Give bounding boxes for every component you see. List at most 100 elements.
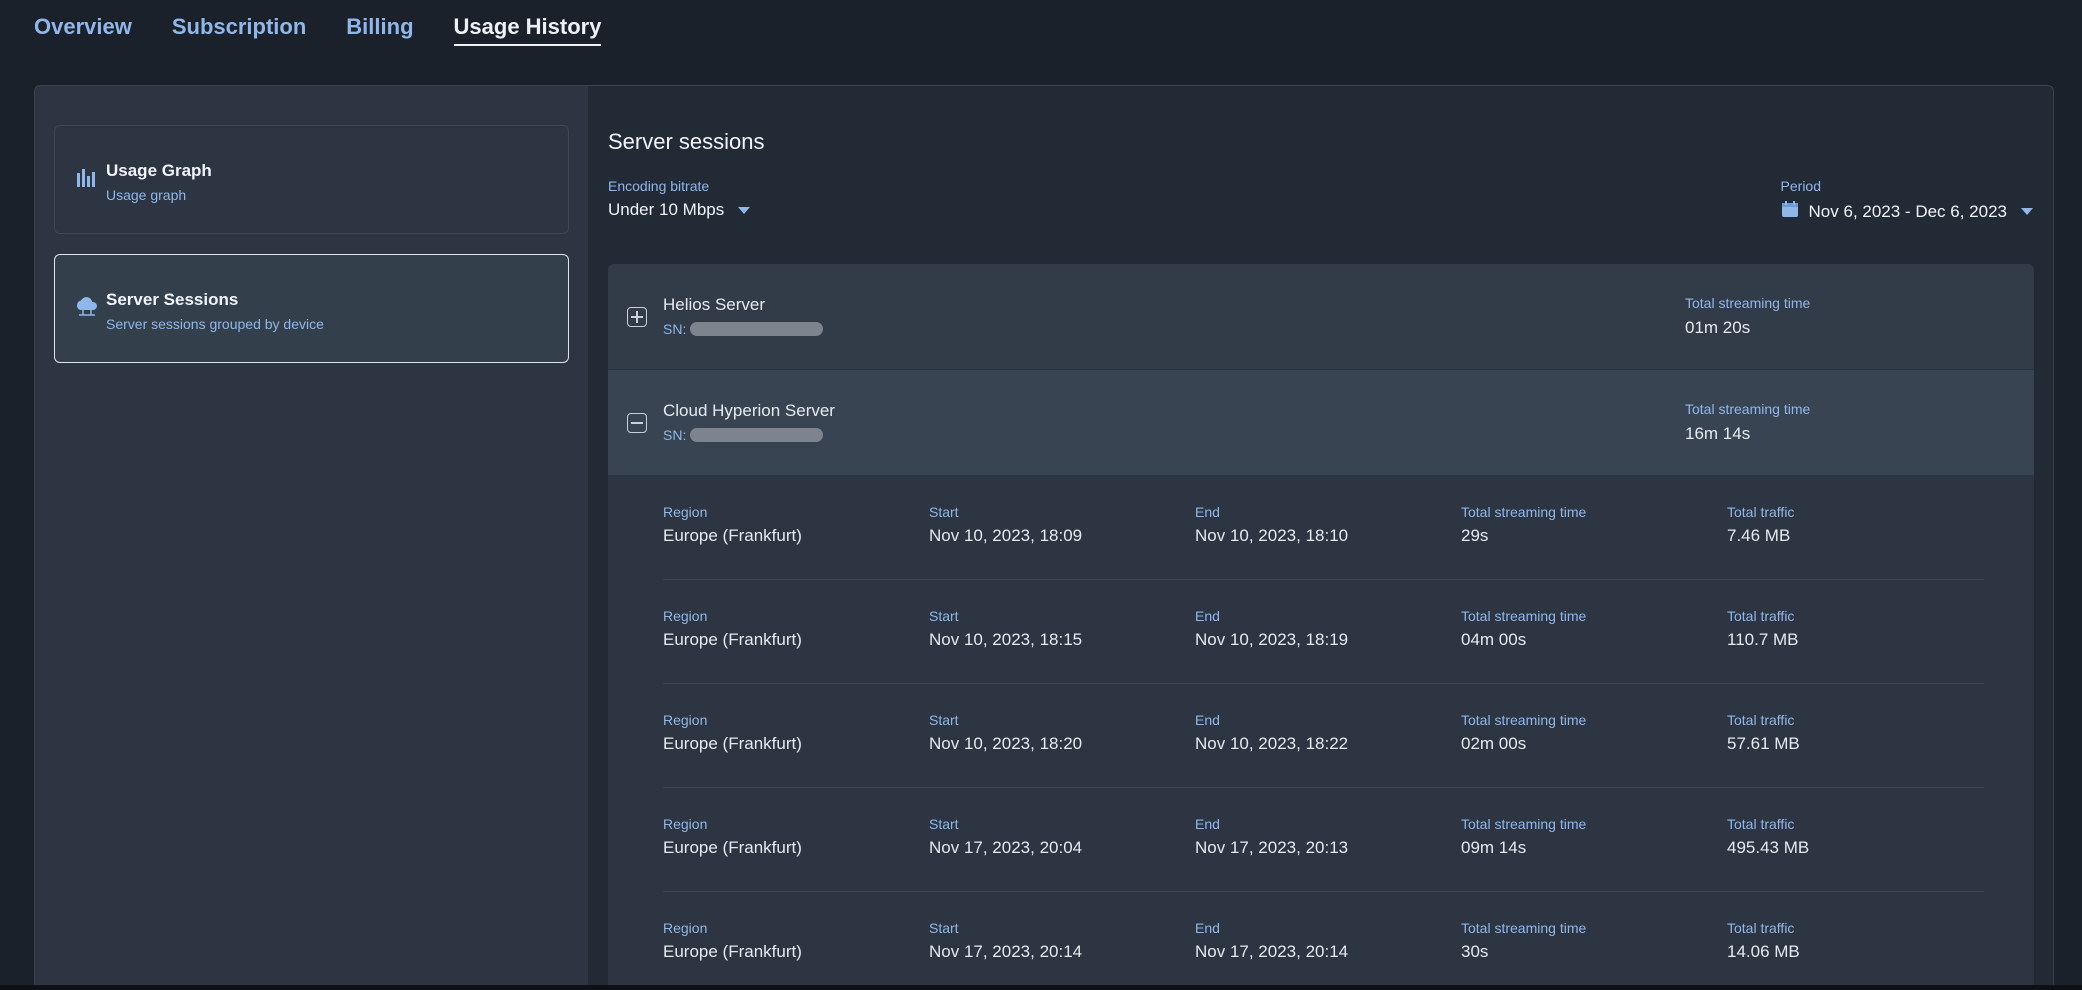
session-region-value: Europe (Frankfurt) — [663, 734, 802, 753]
session-start-value: Nov 10, 2023, 18:09 — [929, 526, 1083, 545]
device-name: Cloud Hyperion Server — [663, 401, 835, 420]
tab-bar: Overview Subscription Billing Usage Hist… — [34, 14, 602, 54]
session-region-label: Region — [663, 504, 708, 520]
session-start-cell: Start Nov 17, 2023, 20:04 — [929, 816, 1082, 858]
session-start-value: Nov 10, 2023, 18:15 — [929, 630, 1083, 649]
sidebar-item-title: Server Sessions — [106, 290, 239, 309]
session-region-cell: Region Europe (Frankfurt) — [663, 504, 802, 546]
session-region-label: Region — [663, 816, 708, 832]
session-time-label: Total streaming time — [1461, 608, 1587, 624]
session-time-value: 04m 00s — [1461, 630, 1527, 649]
session-region-cell: Region Europe (Frankfurt) — [663, 712, 802, 754]
session-end-value: Nov 10, 2023, 18:19 — [1195, 630, 1349, 649]
session-traffic-cell: Total traffic 7.46 MB — [1727, 504, 1794, 546]
session-end-label: End — [1195, 608, 1220, 624]
session-start-label: Start — [929, 504, 959, 520]
calendar-icon — [1781, 200, 1799, 223]
session-start-label: Start — [929, 920, 959, 936]
tab-subscription[interactable]: Subscription — [171, 14, 307, 39]
session-traffic-cell: Total traffic 110.7 MB — [1727, 608, 1799, 650]
sidebar-item-subtitle: Usage graph — [106, 187, 187, 203]
session-time-cell: Total streaming time 02m 00s — [1461, 712, 1586, 754]
session-row: Region Europe (Frankfurt) Start Nov 17, 202… — [663, 788, 1984, 892]
period-value: Nov 6, 2023 - Dec 6, 2023 — [1808, 201, 2007, 221]
session-list: Region Europe (Frankfurt) Start Nov 10, 202… — [608, 476, 2034, 989]
total-time-label: Total streaming time — [1685, 401, 1811, 417]
tab-billing[interactable]: Billing — [346, 14, 414, 39]
session-region-cell: Region Europe (Frankfurt) — [663, 816, 802, 858]
session-region-label: Region — [663, 712, 708, 728]
page-title: Server sessions — [608, 129, 765, 154]
session-time-cell: Total streaming time 29s — [1461, 504, 1586, 546]
session-traffic-value: 7.46 MB — [1727, 526, 1791, 545]
session-region-cell: Region Europe (Frankfurt) — [663, 920, 802, 962]
session-traffic-cell: Total traffic 14.06 MB — [1727, 920, 1800, 962]
session-traffic-cell: Total traffic 57.61 MB — [1727, 712, 1800, 754]
session-time-label: Total streaming time — [1461, 920, 1587, 936]
session-end-cell: End Nov 10, 2023, 18:22 — [1195, 712, 1348, 754]
bitrate-value: Under 10 Mbps — [608, 200, 725, 219]
session-row: Region Europe (Frankfurt) Start Nov 10, 202… — [663, 580, 1984, 684]
session-traffic-label: Total traffic — [1727, 608, 1795, 624]
expand-icon[interactable] — [627, 307, 647, 327]
session-row: Region Europe (Frankfurt) Start Nov 17, 202… — [663, 892, 1984, 989]
chevron-down-icon — [738, 206, 751, 214]
session-start-value: Nov 10, 2023, 18:20 — [929, 734, 1083, 753]
bitrate-filter: Encoding bitrate Under 10 Mbps — [608, 178, 751, 220]
session-region-cell: Region Europe (Frankfurt) — [663, 608, 802, 650]
session-end-value: Nov 10, 2023, 18:22 — [1195, 734, 1349, 753]
session-region-label: Region — [663, 920, 708, 936]
tab-overview[interactable]: Overview — [34, 14, 132, 39]
session-end-cell: End Nov 10, 2023, 18:19 — [1195, 608, 1348, 650]
session-traffic-cell: Total traffic 495.43 MB — [1727, 816, 1809, 858]
tab-usage-history[interactable]: Usage History — [453, 14, 602, 46]
main-content: Server sessions Encoding bitrate Under 1… — [588, 86, 2053, 989]
sidebar: Usage Graph Usage graph Server Sessions … — [35, 86, 588, 989]
session-traffic-label: Total traffic — [1727, 816, 1795, 832]
session-end-label: End — [1195, 504, 1220, 520]
session-end-cell: End Nov 10, 2023, 18:10 — [1195, 504, 1348, 546]
session-time-cell: Total streaming time 04m 00s — [1461, 608, 1586, 650]
bitrate-select[interactable]: Under 10 Mbps — [608, 200, 751, 220]
session-start-cell: Start Nov 10, 2023, 18:15 — [929, 608, 1082, 650]
session-start-value: Nov 17, 2023, 20:14 — [929, 942, 1083, 961]
usage-panel: Usage Graph Usage graph Server Sessions … — [34, 85, 2054, 990]
total-time-value: 01m 20s — [1685, 318, 1751, 337]
session-region-value: Europe (Frankfurt) — [663, 838, 802, 857]
redacted-serial — [690, 428, 824, 442]
sidebar-item-usage-graph[interactable]: Usage Graph Usage graph — [54, 125, 569, 234]
session-start-label: Start — [929, 712, 959, 728]
session-time-value: 02m 00s — [1461, 734, 1527, 753]
session-traffic-label: Total traffic — [1727, 920, 1795, 936]
session-start-cell: Start Nov 10, 2023, 18:20 — [929, 712, 1082, 754]
bar-chart-icon — [75, 166, 99, 190]
total-time-value: 16m 14s — [1685, 424, 1751, 443]
session-region-label: Region — [663, 608, 708, 624]
device-serial: SN: — [663, 427, 824, 443]
session-start-value: Nov 17, 2023, 20:04 — [929, 838, 1083, 857]
session-time-label: Total streaming time — [1461, 712, 1587, 728]
period-select[interactable]: Nov 6, 2023 - Dec 6, 2023 — [1781, 200, 2033, 223]
session-traffic-label: Total traffic — [1727, 712, 1795, 728]
session-time-value: 30s — [1461, 942, 1489, 961]
chevron-down-icon — [2021, 208, 2033, 215]
session-end-label: End — [1195, 920, 1220, 936]
bottom-edge — [0, 985, 2082, 990]
session-row: Region Europe (Frankfurt) Start Nov 10, 202… — [663, 684, 1984, 788]
device-serial: SN: — [663, 321, 824, 337]
sidebar-item-server-sessions[interactable]: Server Sessions Server sessions grouped … — [54, 254, 569, 363]
session-row: Region Europe (Frankfurt) Start Nov 10, 202… — [663, 476, 1984, 580]
session-time-value: 09m 14s — [1461, 838, 1527, 857]
period-filter: Period Nov 6, 2023 - Dec 6, 2023 — [1781, 178, 2033, 223]
session-end-value: Nov 10, 2023, 18:10 — [1195, 526, 1349, 545]
session-time-label: Total streaming time — [1461, 504, 1587, 520]
sidebar-item-title: Usage Graph — [106, 161, 212, 180]
device-name: Helios Server — [663, 295, 766, 314]
session-time-label: Total streaming time — [1461, 816, 1587, 832]
collapse-icon[interactable] — [627, 413, 647, 433]
session-time-value: 29s — [1461, 526, 1489, 545]
serial-label: SN: — [663, 321, 687, 337]
session-time-cell: Total streaming time 30s — [1461, 920, 1586, 962]
session-end-label: End — [1195, 712, 1220, 728]
serial-label: SN: — [663, 427, 687, 443]
